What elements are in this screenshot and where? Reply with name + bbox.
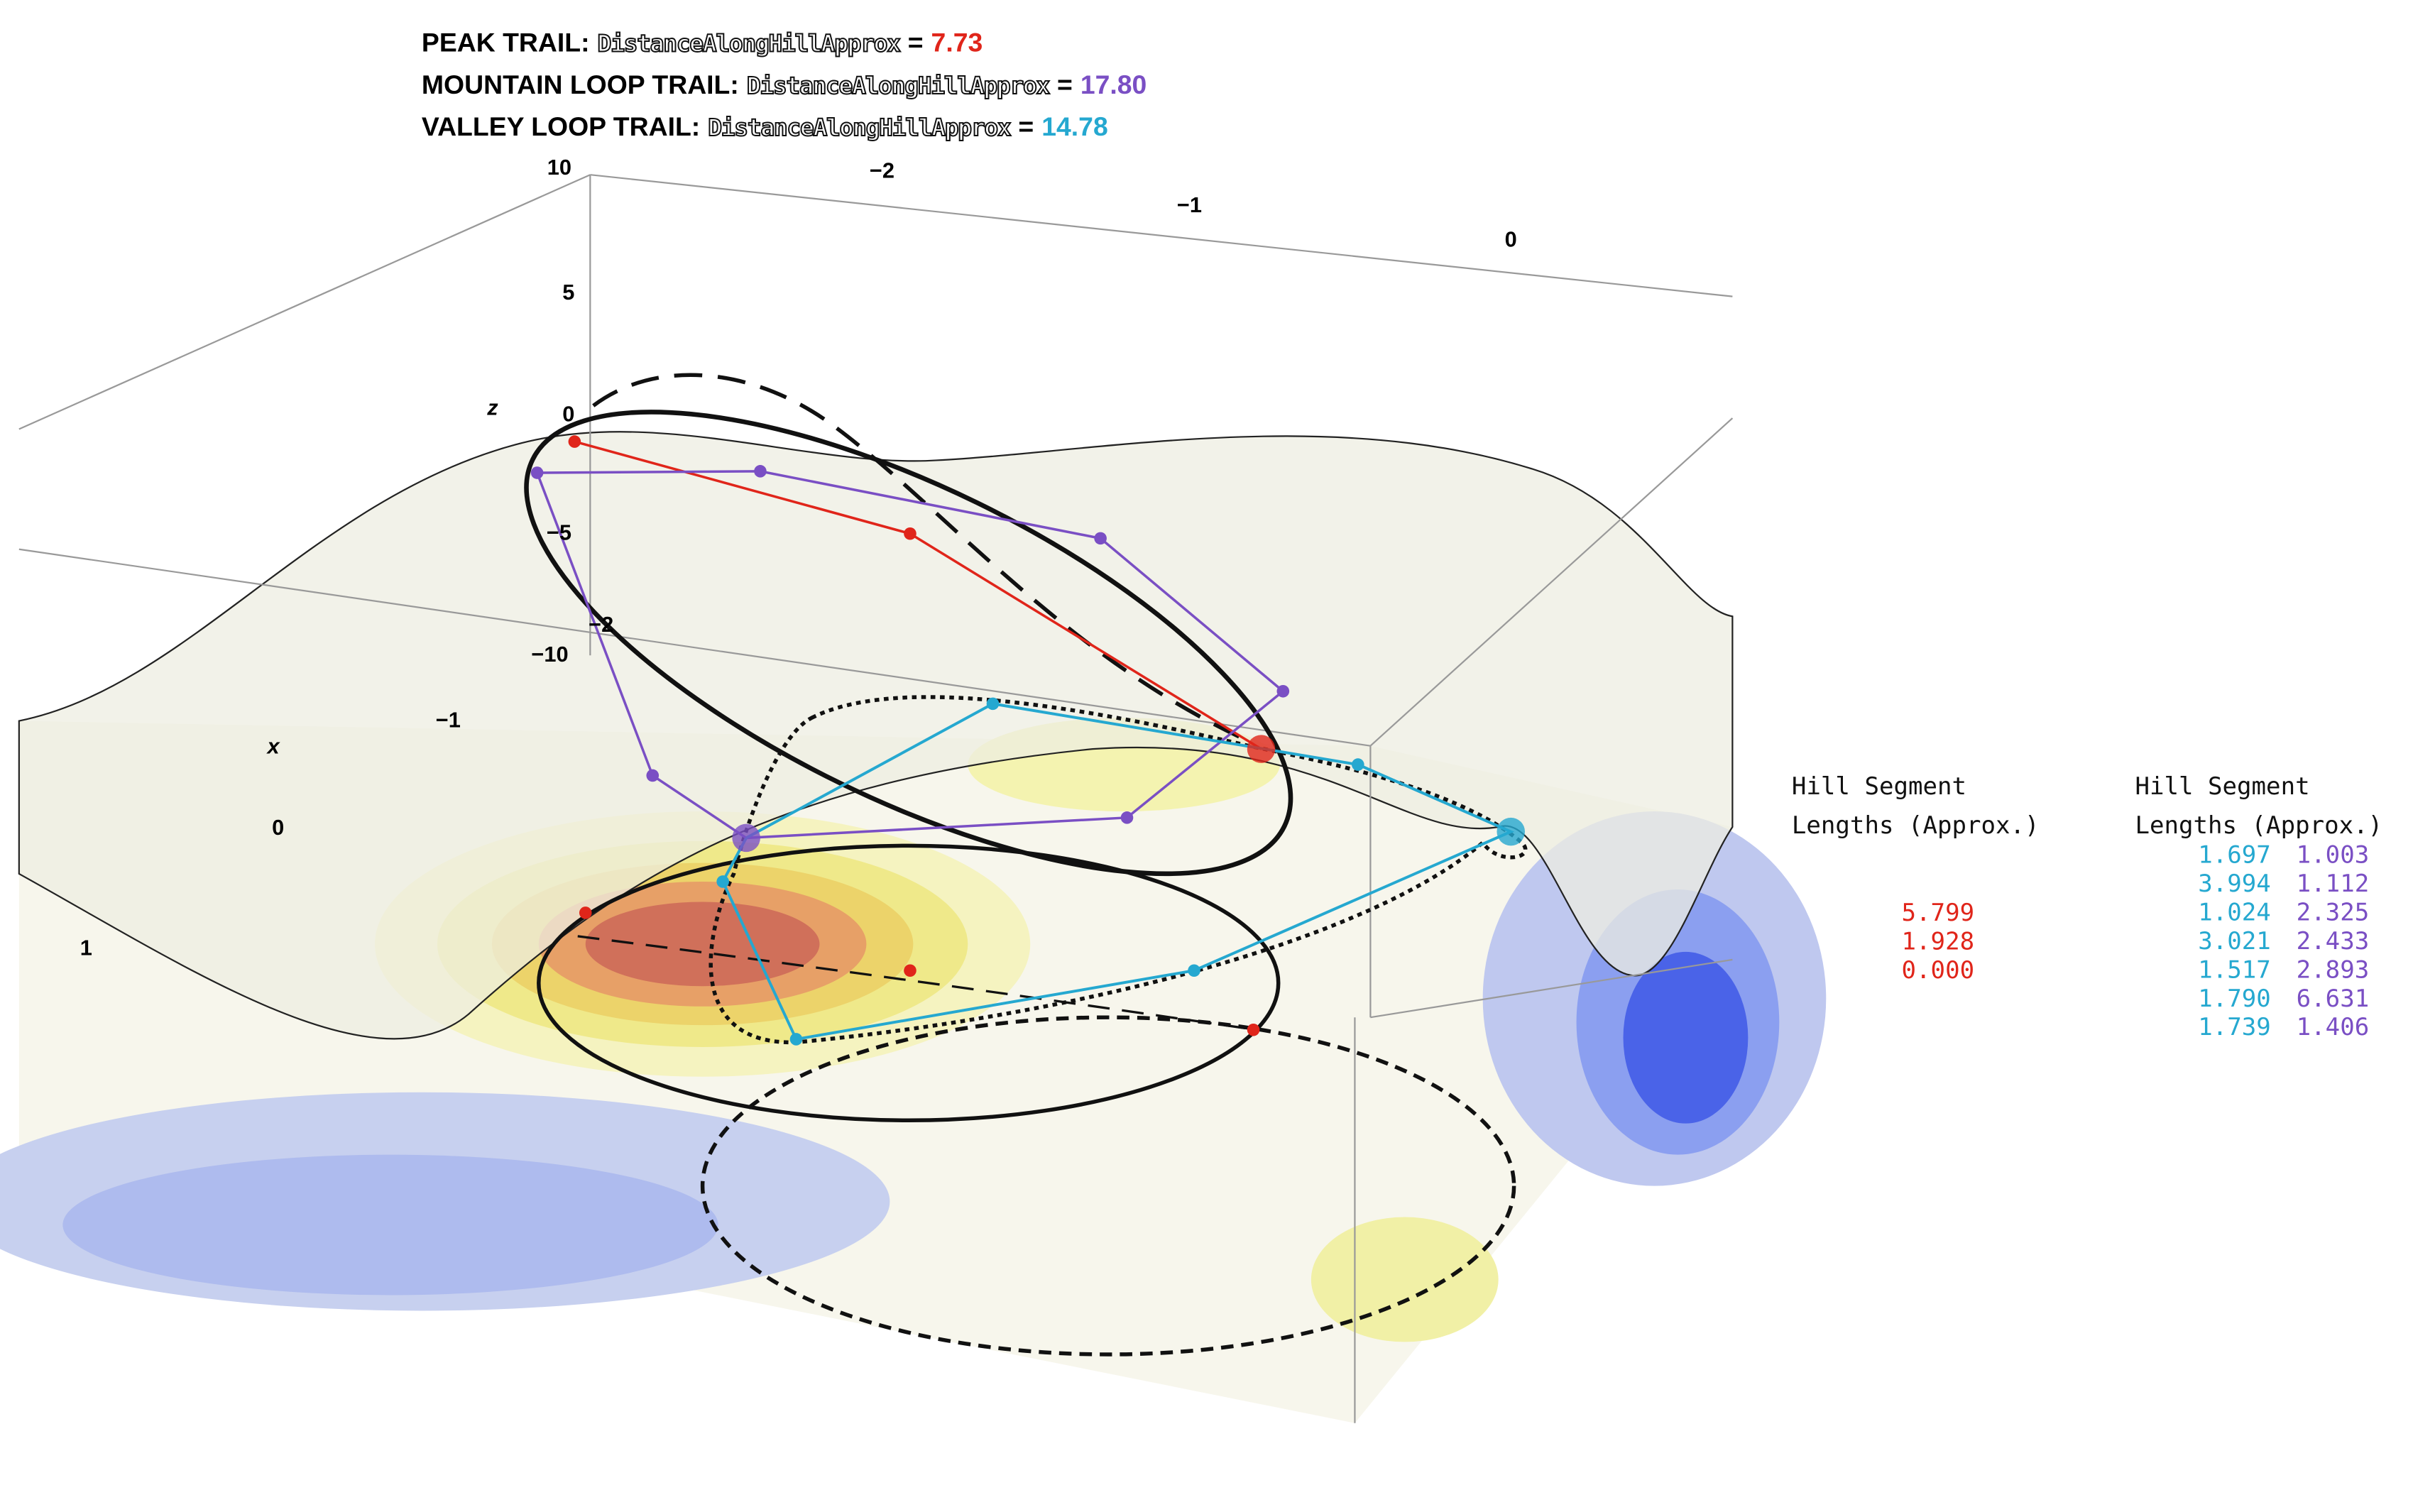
trail-value: 14.78 <box>1041 111 1108 141</box>
z-tick-label: 0 <box>562 401 574 426</box>
trail-name: MOUNTAIN LOOP TRAIL: <box>422 70 739 99</box>
valley-loop <box>708 695 1528 1045</box>
operator: = <box>908 28 924 57</box>
x-axis-label: x <box>266 734 281 759</box>
titles: PEAK TRAIL: DistanceAlongHillApprox = 7.73M… <box>422 28 1147 143</box>
mountain-trail <box>535 470 1286 840</box>
valley-trail <box>721 702 1515 1041</box>
peak-trail-ridge <box>592 373 1250 743</box>
quantity: DistanceAlongHillApprox <box>598 30 901 57</box>
z-axis-label: z <box>486 395 498 420</box>
z-tick-label: −10 <box>531 642 568 667</box>
tables: Hill Segment Lengths (Approx.) 5.7991.9280… <box>1792 772 2382 1041</box>
table-header: Lengths (Approx.) <box>2135 811 2383 840</box>
table-cell: 1.928 <box>1902 927 1975 955</box>
y-tick-label: −2 <box>870 158 894 183</box>
table-cell: 1.024 <box>2198 898 2271 926</box>
contour <box>62 1154 718 1295</box>
table-cell: 1.739 <box>2198 1013 2271 1041</box>
mountain-points <box>530 465 1290 853</box>
trail-value: 17.80 <box>1080 70 1147 99</box>
floor-loop <box>537 843 1281 1123</box>
table-cell: 2.325 <box>2297 898 2370 926</box>
table-cell: 1.406 <box>2297 1013 2370 1041</box>
title-line: VALLEY LOOP TRAIL: DistanceAlongHillAppro… <box>422 111 1108 141</box>
quantity: DistanceAlongHillApprox <box>747 72 1050 99</box>
table-cell: 1.112 <box>2297 870 2370 898</box>
table-cell: 0.000 <box>1902 956 1975 985</box>
peak-trail-floor <box>577 935 1257 1031</box>
x-tick-label: −2 <box>589 612 613 637</box>
z-tick-label: 5 <box>562 280 574 305</box>
trail-name: PEAK TRAIL: <box>422 28 590 57</box>
contour <box>1623 951 1749 1124</box>
table-cell: 1.517 <box>2198 955 2271 984</box>
table-cell: 1.790 <box>2198 985 2271 1013</box>
y-tick-label: 0 <box>1505 226 1517 251</box>
table-cell: 1.003 <box>2297 841 2370 870</box>
trail-name: VALLEY LOOP TRAIL: <box>422 111 700 141</box>
contour <box>1310 1217 1499 1342</box>
table-cell: 1.697 <box>2198 841 2271 870</box>
x-tick-label: 1 <box>80 935 92 960</box>
operator: = <box>1018 111 1034 141</box>
table-cell: 2.893 <box>2297 955 2370 984</box>
trail-value: 7.73 <box>931 28 983 57</box>
table-cell: 3.994 <box>2198 870 2271 898</box>
y-tick-label: −1 <box>1177 192 1202 217</box>
operator: = <box>1057 70 1073 99</box>
table-header: Hill Segment <box>2135 772 2310 801</box>
table-cell: 3.021 <box>2198 927 2271 955</box>
title-line: PEAK TRAIL: DistanceAlongHillApprox = 7.73 <box>422 28 983 57</box>
x-tick-label: −1 <box>436 707 461 732</box>
table-cell: 6.631 <box>2297 985 2370 1013</box>
x-tick-label: 0 <box>272 815 284 840</box>
table-cell: 5.799 <box>1902 899 1975 927</box>
valley-points <box>716 697 1526 1046</box>
title-line: MOUNTAIN LOOP TRAIL: DistanceAlongHillApp… <box>422 70 1147 99</box>
table-cell: 2.433 <box>2297 927 2370 955</box>
table-header: Lengths (Approx.) <box>1792 811 2040 840</box>
mountain-loop <box>524 410 1293 877</box>
quantity: DistanceAlongHillApprox <box>708 114 1011 141</box>
bounding-box <box>18 174 1734 1423</box>
z-tick-label: −5 <box>547 520 571 545</box>
z-tick-label: 10 <box>547 155 571 180</box>
table-header: Hill Segment <box>1792 772 1966 801</box>
peak-points <box>568 435 1276 1036</box>
contour <box>585 902 820 987</box>
floor-loop-dashed <box>700 1015 1516 1357</box>
